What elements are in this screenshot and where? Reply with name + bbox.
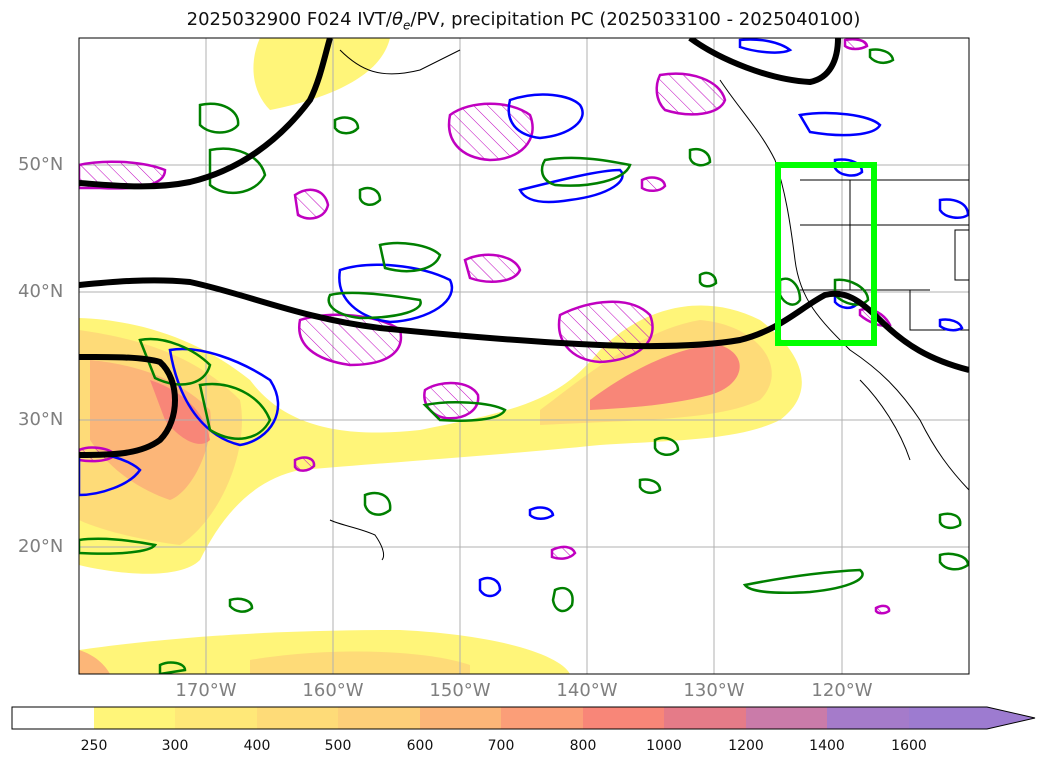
colorbar-segment	[257, 707, 338, 729]
blue-contour	[833, 158, 864, 177]
colorbar-tick-label: 250	[80, 738, 108, 754]
colorbar-tick-label: 400	[243, 738, 271, 754]
colorbar-tick-label: 600	[406, 738, 434, 754]
green-contour	[742, 568, 864, 594]
green-contour	[833, 278, 870, 306]
colorbar	[11, 706, 1036, 730]
pv-contour	[463, 253, 522, 283]
pv-contour	[874, 604, 891, 615]
ivt-west-tip	[79, 650, 110, 674]
thick-line-northeast	[688, 38, 841, 86]
blue-contour	[938, 318, 964, 332]
pv-contour	[640, 176, 667, 192]
pv-contour	[843, 38, 869, 51]
ivt-shading	[79, 38, 802, 674]
colorbar-segment	[338, 707, 420, 729]
blue-contour	[507, 93, 584, 140]
blue-contour	[938, 198, 969, 219]
green-contour	[363, 491, 392, 516]
blue-contour	[528, 506, 555, 520]
lon-label-160w: 160°W	[302, 680, 364, 701]
blue-contour	[478, 576, 502, 598]
pv-contour	[655, 72, 727, 116]
green-contour	[540, 156, 632, 187]
pv-contour	[293, 188, 330, 220]
blue-contour	[338, 263, 454, 324]
green-contour	[333, 116, 360, 135]
colorbar-segment	[583, 707, 664, 729]
coastlines	[329, 49, 969, 561]
green-contour	[688, 147, 712, 167]
highlight-box	[775, 162, 877, 346]
green-contour	[327, 291, 422, 320]
lon-label-150w: 150°W	[429, 680, 491, 701]
green-contour	[698, 271, 718, 288]
lat-label-40n: 40°N	[18, 281, 64, 302]
green-contour	[778, 277, 802, 306]
colorbar-tick-label: 1600	[891, 738, 927, 754]
green-contours	[79, 48, 969, 674]
lat-label-50n: 50°N	[18, 154, 64, 175]
pv-contour	[293, 456, 316, 472]
green-contour	[228, 597, 254, 613]
green-contour	[198, 102, 240, 134]
green-contour	[638, 478, 662, 495]
ivt-south-core	[250, 651, 470, 674]
thick-line-north	[79, 38, 333, 190]
green-contour	[208, 147, 267, 195]
green-contour	[158, 661, 187, 674]
colorbar-tick-label: 500	[324, 738, 352, 754]
colorbar-segment	[94, 707, 175, 729]
ivt-plume-core-3	[150, 380, 210, 444]
colorbar-tick-label: 700	[487, 738, 515, 754]
map-frame	[78, 37, 970, 675]
colorbar-segment	[420, 707, 501, 729]
green-contour	[653, 436, 680, 456]
colorbar-segment	[664, 707, 746, 729]
colorbar-segment	[909, 707, 1035, 729]
green-contour	[868, 48, 895, 65]
ivt-plume-core-2	[590, 345, 740, 410]
colorbar-segment	[746, 707, 827, 729]
lat-label-30n: 30°N	[18, 409, 64, 430]
ivt-plume-core-1	[90, 360, 211, 500]
colorbar-tick-label: 1200	[728, 738, 764, 754]
green-contour	[551, 586, 574, 613]
pv-contour	[550, 545, 577, 560]
thick-line-mid	[79, 277, 969, 373]
colorbar-segment	[501, 707, 583, 729]
lon-label-140w: 140°W	[556, 680, 618, 701]
colorbar-outline	[11, 706, 1036, 730]
green-contour	[358, 186, 382, 206]
green-contour	[422, 401, 507, 422]
blue-contour	[518, 168, 624, 204]
colorbar-tick-label: 300	[161, 738, 189, 754]
green-contour	[938, 512, 962, 530]
lon-label-120w: 120°W	[811, 680, 873, 701]
thick-contours	[79, 38, 969, 458]
pv-contour	[447, 102, 534, 162]
lon-label-170w: 170°W	[175, 680, 237, 701]
blue-contour	[738, 38, 793, 54]
colorbar-tick-label: 1400	[809, 738, 845, 754]
green-contour	[79, 537, 158, 555]
blue-contour	[798, 111, 882, 137]
blue-contour	[168, 347, 280, 447]
green-contour	[198, 382, 272, 440]
blue-contours	[79, 38, 969, 598]
lat-label-20n: 20°N	[18, 536, 64, 557]
thick-line-west	[79, 353, 178, 458]
colorbar-tick-label: 800	[569, 738, 597, 754]
green-contour	[378, 241, 442, 273]
colorbar-segment	[175, 707, 257, 729]
chart-title: 2025032900 F024 IVT/θe/PV, precipitation…	[186, 9, 861, 33]
green-contour	[938, 552, 969, 571]
colorbar-segment	[827, 707, 909, 729]
colorbar-segment	[12, 707, 94, 729]
colorbar-tick-label: 1000	[646, 738, 682, 754]
lon-label-130w: 130°W	[683, 680, 745, 701]
